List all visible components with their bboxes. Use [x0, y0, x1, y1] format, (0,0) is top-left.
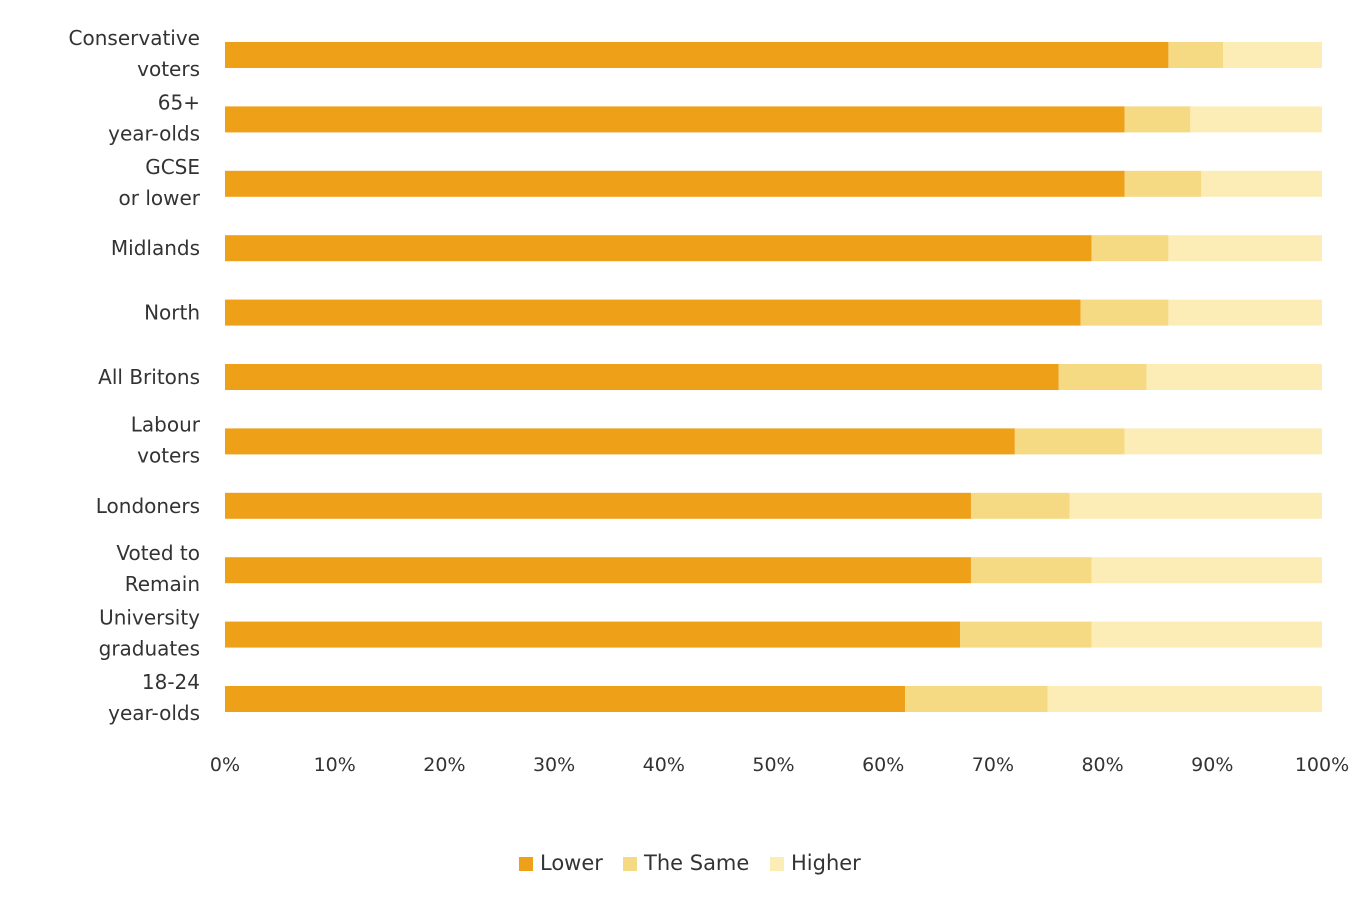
legend-label-higher: Higher — [791, 851, 861, 875]
bar-the-same-10 — [905, 686, 1048, 712]
x-tick-label-6: 60% — [862, 754, 904, 776]
x-tick-label-4: 40% — [643, 754, 685, 776]
x-tick-label-8: 80% — [1081, 754, 1123, 776]
x-tick-label-2: 20% — [423, 754, 465, 776]
category-label-10: 18-24 year-olds — [108, 670, 200, 725]
legend-label-lower: Lower — [540, 851, 603, 875]
legend-swatch-higher — [770, 857, 784, 871]
bar-the-same-6 — [1014, 428, 1125, 455]
bar-the-same-7 — [970, 492, 1070, 519]
category-label-5: All Britons — [98, 365, 200, 389]
bar-lower-1 — [225, 106, 1125, 133]
x-tick-label-1: 10% — [314, 754, 356, 776]
bar-higher-7 — [1069, 492, 1322, 519]
legend-swatch-lower — [519, 857, 533, 871]
bar-higher-8 — [1091, 557, 1322, 584]
bars-group — [225, 42, 1322, 712]
bar-lower-2 — [225, 170, 1125, 197]
x-tick-label-0: 0% — [210, 754, 240, 776]
category-label-9: University graduates — [99, 606, 201, 661]
bar-lower-3 — [225, 235, 1092, 262]
bar-the-same-1 — [1124, 106, 1191, 133]
legend-swatch-the-same — [623, 857, 637, 871]
x-tick-label-7: 70% — [972, 754, 1014, 776]
category-label-4: North — [144, 301, 200, 325]
category-label-0: Conservative voters — [69, 26, 200, 81]
category-label-6: Labour voters — [131, 412, 201, 467]
bar-lower-7 — [225, 492, 971, 519]
bar-higher-10 — [1047, 686, 1322, 712]
category-label-7: Londoners — [96, 494, 200, 518]
bar-the-same-2 — [1124, 170, 1202, 197]
bar-lower-4 — [225, 299, 1081, 326]
category-labels: Conservative voters 65+ year-olds GCSE or low… — [69, 26, 201, 725]
category-label-2: GCSE or lower — [119, 155, 201, 210]
x-tick-label-9: 90% — [1191, 754, 1233, 776]
category-label-8: Voted to Remain — [116, 541, 200, 596]
bar-the-same-5 — [1058, 364, 1147, 390]
category-label-3: Midlands — [111, 236, 200, 260]
category-label-1: 65+ year-olds — [108, 90, 200, 145]
bar-lower-0 — [225, 42, 1169, 68]
bar-lower-6 — [225, 428, 1015, 455]
bar-higher-9 — [1091, 621, 1322, 648]
bar-lower-9 — [225, 621, 960, 648]
bar-higher-2 — [1201, 170, 1322, 197]
bar-higher-5 — [1146, 364, 1322, 390]
bar-the-same-8 — [970, 557, 1092, 584]
bar-higher-0 — [1223, 42, 1322, 68]
x-tick-label-10: 100% — [1295, 754, 1349, 776]
bar-higher-4 — [1168, 299, 1322, 326]
x-tick-label-5: 50% — [752, 754, 794, 776]
bar-higher-1 — [1190, 106, 1322, 133]
legend: Lower The Same Higher — [519, 851, 861, 875]
bar-higher-6 — [1124, 428, 1322, 455]
bar-the-same-4 — [1080, 299, 1169, 326]
bar-lower-5 — [225, 364, 1059, 390]
x-axis-tick-labels: 0% 10% 20% 30% 40% 50% 60% 70% 80% 90% 100% — [210, 754, 1349, 776]
x-tick-label-3: 30% — [533, 754, 575, 776]
bar-the-same-3 — [1091, 235, 1169, 262]
bar-the-same-0 — [1168, 42, 1224, 68]
legend-label-the-same: The Same — [643, 851, 749, 875]
bar-lower-8 — [225, 557, 971, 584]
bar-higher-3 — [1168, 235, 1322, 262]
bar-the-same-9 — [959, 621, 1092, 648]
bar-lower-10 — [225, 686, 906, 712]
